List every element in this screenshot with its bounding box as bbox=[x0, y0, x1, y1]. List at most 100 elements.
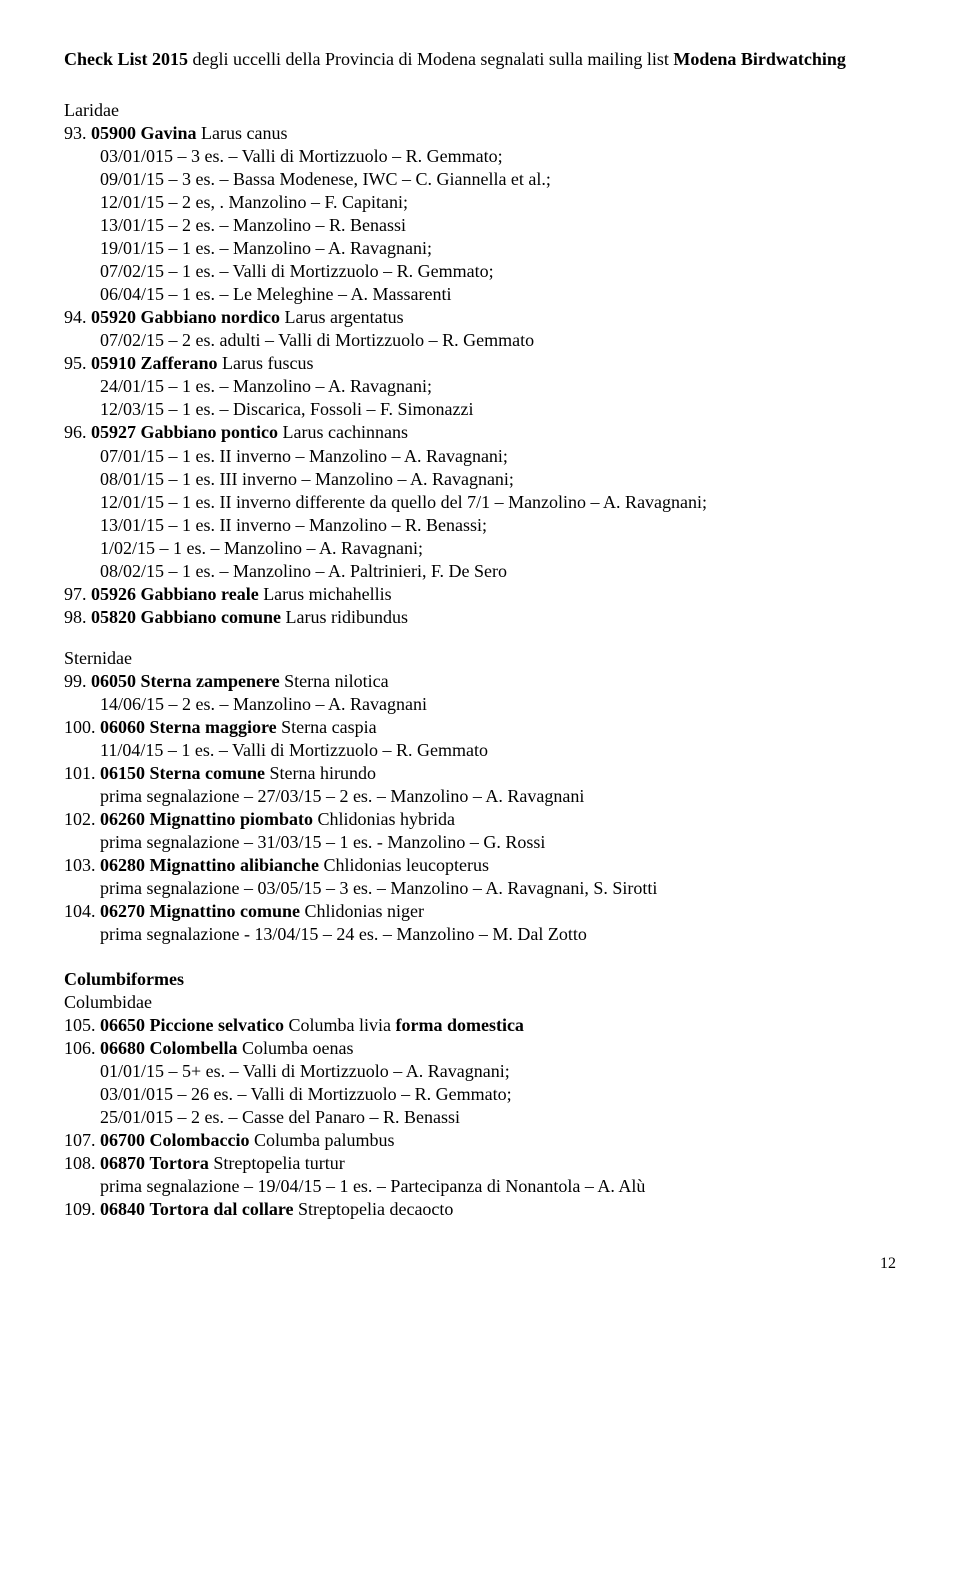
species-scientific-name: Larus canus bbox=[201, 123, 287, 143]
species-entry: 109. 06840 Tortora dal collare Streptope… bbox=[64, 1198, 896, 1221]
species-common-name: Mignattino comune bbox=[150, 901, 301, 921]
observation-line: 25/01/015 – 2 es. – Casse del Panaro – R… bbox=[64, 1106, 896, 1129]
observation-line: prima segnalazione - 13/04/15 – 24 es. –… bbox=[64, 923, 896, 946]
species-code: 06280 bbox=[100, 855, 145, 875]
species-suffix: forma domestica bbox=[391, 1015, 524, 1035]
species-code: 06050 bbox=[91, 671, 136, 691]
species-entry: 103. 06280 Mignattino alibianche Chlidon… bbox=[64, 854, 896, 877]
species-common-name: Sterna maggiore bbox=[150, 717, 277, 737]
species-code: 05900 bbox=[91, 123, 136, 143]
observation-line: 19/01/15 – 1 es. – Manzolino – A. Ravagn… bbox=[64, 237, 896, 260]
species-scientific-name: Sterna caspia bbox=[281, 717, 376, 737]
species-common-name: Zafferano bbox=[141, 353, 218, 373]
observation-line: 12/03/15 – 1 es. – Discarica, Fossoli – … bbox=[64, 398, 896, 421]
species-common-name: Gabbiano reale bbox=[141, 584, 259, 604]
observation-line: 07/02/15 – 2 es. adulti – Valli di Morti… bbox=[64, 329, 896, 352]
observation-line: prima segnalazione – 19/04/15 – 1 es. – … bbox=[64, 1175, 896, 1198]
observation-line: prima segnalazione – 03/05/15 – 3 es. – … bbox=[64, 877, 896, 900]
family-heading: Columbidae bbox=[64, 991, 896, 1014]
observation-line: 12/01/15 – 1 es. II inverno differente d… bbox=[64, 491, 896, 514]
species-entry: 102. 06260 Mignattino piombato Chlidonia… bbox=[64, 808, 896, 831]
observation-line: 06/04/15 – 1 es. – Le Meleghine – A. Mas… bbox=[64, 283, 896, 306]
species-common-name: Gabbiano pontico bbox=[141, 422, 279, 442]
species-entry: 95. 05910 Zafferano Larus fuscus bbox=[64, 352, 896, 375]
observation-line: 07/01/15 – 1 es. II inverno – Manzolino … bbox=[64, 445, 896, 468]
species-scientific-name: Sterna hirundo bbox=[270, 763, 376, 783]
header-prefix: Check List 2015 bbox=[64, 49, 188, 69]
header-suffix: Modena Birdwatching bbox=[673, 49, 846, 69]
observation-line: 03/01/015 – 26 es. – Valli di Mortizzuol… bbox=[64, 1083, 896, 1106]
species-scientific-name: Columba livia bbox=[288, 1015, 391, 1035]
species-code: 05920 bbox=[91, 307, 136, 327]
species-code: 06680 bbox=[100, 1038, 145, 1058]
observation-line: 1/02/15 – 1 es. – Manzolino – A. Ravagna… bbox=[64, 537, 896, 560]
species-scientific-name: Larus argentatus bbox=[285, 307, 404, 327]
family-heading: Sternidae bbox=[64, 647, 896, 670]
species-code: 06650 bbox=[100, 1015, 145, 1035]
observation-line: 08/01/15 – 1 es. III inverno – Manzolino… bbox=[64, 468, 896, 491]
observation-line: 13/01/15 – 2 es. – Manzolino – R. Benass… bbox=[64, 214, 896, 237]
observation-line: prima segnalazione – 31/03/15 – 1 es. - … bbox=[64, 831, 896, 854]
species-entry: 94. 05920 Gabbiano nordico Larus argenta… bbox=[64, 306, 896, 329]
species-scientific-name: Streptopelia turtur bbox=[213, 1153, 344, 1173]
species-scientific-name: Columba oenas bbox=[242, 1038, 353, 1058]
page-number: 12 bbox=[64, 1254, 896, 1274]
page-header: Check List 2015 degli uccelli della Prov… bbox=[64, 48, 896, 71]
observation-line: prima segnalazione – 27/03/15 – 2 es. – … bbox=[64, 785, 896, 808]
species-entry: 98. 05820 Gabbiano comune Larus ridibund… bbox=[64, 606, 896, 629]
species-entry: 108. 06870 Tortora Streptopelia turtur bbox=[64, 1152, 896, 1175]
document-body: Laridae93. 05900 Gavina Larus canus03/01… bbox=[64, 99, 896, 1221]
species-code: 06150 bbox=[100, 763, 145, 783]
observation-line: 13/01/15 – 1 es. II inverno – Manzolino … bbox=[64, 514, 896, 537]
species-code: 06060 bbox=[100, 717, 145, 737]
observation-line: 11/04/15 – 1 es. – Valli di Mortizzuolo … bbox=[64, 739, 896, 762]
species-entry: 93. 05900 Gavina Larus canus bbox=[64, 122, 896, 145]
species-common-name: Piccione selvatico bbox=[150, 1015, 284, 1035]
species-code: 06260 bbox=[100, 809, 145, 829]
species-code: 06840 bbox=[100, 1199, 145, 1219]
species-scientific-name: Chlidonias niger bbox=[305, 901, 425, 921]
species-code: 05820 bbox=[91, 607, 136, 627]
species-code: 05926 bbox=[91, 584, 136, 604]
species-common-name: Tortora bbox=[150, 1153, 209, 1173]
observation-line: 24/01/15 – 1 es. – Manzolino – A. Ravagn… bbox=[64, 375, 896, 398]
species-scientific-name: Chlidonias hybrida bbox=[318, 809, 456, 829]
header-mid: degli uccelli della Provincia di Modena … bbox=[188, 49, 673, 69]
observation-line: 08/02/15 – 1 es. – Manzolino – A. Paltri… bbox=[64, 560, 896, 583]
observation-line: 12/01/15 – 2 es, . Manzolino – F. Capita… bbox=[64, 191, 896, 214]
species-entry: 101. 06150 Sterna comune Sterna hirundo bbox=[64, 762, 896, 785]
species-entry: 97. 05926 Gabbiano reale Larus michahell… bbox=[64, 583, 896, 606]
observation-line: 03/01/015 – 3 es. – Valli di Mortizzuolo… bbox=[64, 145, 896, 168]
species-common-name: Sterna zampenere bbox=[141, 671, 280, 691]
observation-line: 07/02/15 – 1 es. – Valli di Mortizzuolo … bbox=[64, 260, 896, 283]
species-scientific-name: Columba palumbus bbox=[254, 1130, 395, 1150]
species-code: 05927 bbox=[91, 422, 136, 442]
species-common-name: Gavina bbox=[141, 123, 197, 143]
observation-line: 14/06/15 – 2 es. – Manzolino – A. Ravagn… bbox=[64, 693, 896, 716]
species-code: 06270 bbox=[100, 901, 145, 921]
species-entry: 99. 06050 Sterna zampenere Sterna niloti… bbox=[64, 670, 896, 693]
species-entry: 100. 06060 Sterna maggiore Sterna caspia bbox=[64, 716, 896, 739]
family-heading: Laridae bbox=[64, 99, 896, 122]
species-entry: 106. 06680 Colombella Columba oenas bbox=[64, 1037, 896, 1060]
species-common-name: Gabbiano comune bbox=[141, 607, 282, 627]
species-scientific-name: Larus michahellis bbox=[263, 584, 391, 604]
species-common-name: Gabbiano nordico bbox=[141, 307, 281, 327]
species-common-name: Mignattino piombato bbox=[150, 809, 314, 829]
species-scientific-name: Sterna nilotica bbox=[284, 671, 388, 691]
species-common-name: Colombella bbox=[150, 1038, 238, 1058]
observation-line: 01/01/15 – 5+ es. – Valli di Mortizzuolo… bbox=[64, 1060, 896, 1083]
species-scientific-name: Chlidonias leucopterus bbox=[324, 855, 489, 875]
species-common-name: Tortora dal collare bbox=[150, 1199, 294, 1219]
species-entry: 104. 06270 Mignattino comune Chlidonias … bbox=[64, 900, 896, 923]
species-common-name: Sterna comune bbox=[150, 763, 266, 783]
species-entry: 107. 06700 Colombaccio Columba palumbus bbox=[64, 1129, 896, 1152]
observation-line: 09/01/15 – 3 es. – Bassa Modenese, IWC –… bbox=[64, 168, 896, 191]
species-entry: 96. 05927 Gabbiano pontico Larus cachinn… bbox=[64, 421, 896, 444]
species-scientific-name: Streptopelia decaocto bbox=[298, 1199, 453, 1219]
species-entry: 105. 06650 Piccione selvatico Columba li… bbox=[64, 1014, 896, 1037]
species-code: 06870 bbox=[100, 1153, 145, 1173]
species-scientific-name: Larus fuscus bbox=[222, 353, 313, 373]
species-code: 05910 bbox=[91, 353, 136, 373]
order-heading: Columbiformes bbox=[64, 968, 896, 991]
